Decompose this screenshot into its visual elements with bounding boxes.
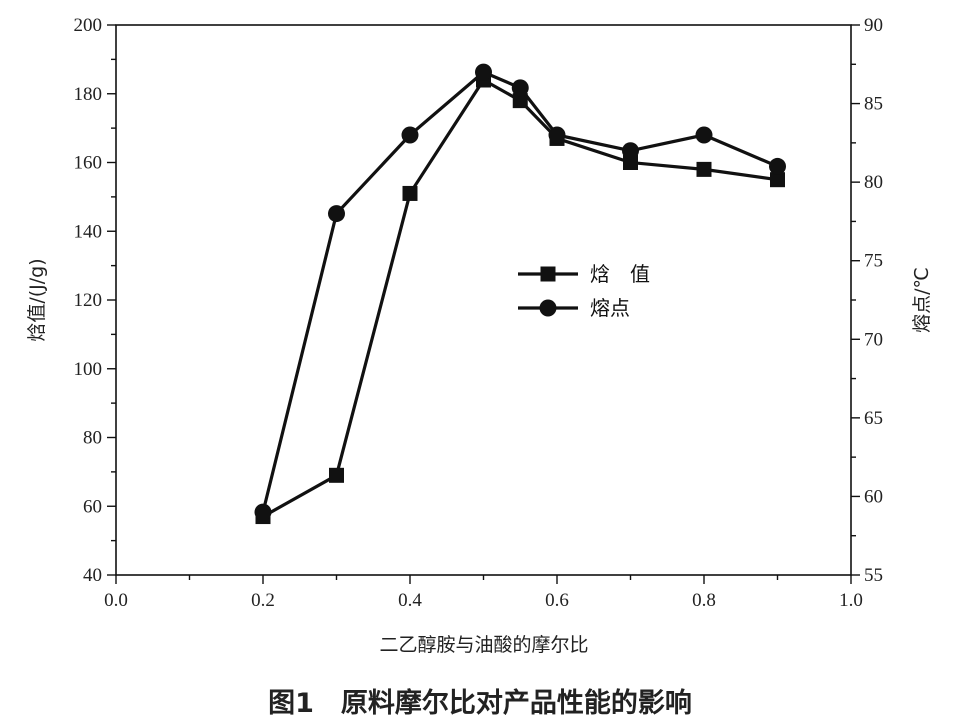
legend: 焓 值熔点 xyxy=(518,262,650,320)
series-layer xyxy=(254,63,786,525)
legend-melting-marker xyxy=(539,299,557,317)
y-right-tick-label: 80 xyxy=(864,172,883,193)
y-right-tick-label: 70 xyxy=(864,329,883,350)
melting-point-point xyxy=(548,126,566,144)
ticks-layer: 0.0 0.2 0.4 0.6 0.8 1.0 40 60 80 100 120 140 160 180 2… xyxy=(74,15,884,611)
melting-point-point xyxy=(769,157,786,175)
y-left-tick-label: 60 xyxy=(83,496,102,517)
melting-point-point xyxy=(511,79,529,97)
y-right-tick-label: 55 xyxy=(864,565,883,586)
plot-frame xyxy=(115,24,852,576)
enthalpy-point xyxy=(402,185,418,201)
y-left-tick-label: 120 xyxy=(74,290,103,311)
y-left-tick-label: 160 xyxy=(74,153,103,174)
y-right-tick-label: 90 xyxy=(864,15,883,36)
y-left-tick-label: 180 xyxy=(74,84,103,105)
x-axis-title: 二乙醇胺与油酸的摩尔比 xyxy=(379,634,588,656)
y-right-tick-label: 60 xyxy=(864,486,883,507)
melting-point-point xyxy=(254,503,272,521)
enthalpy-series-line xyxy=(262,78,778,518)
y-right-tick-label: 75 xyxy=(864,251,883,272)
y-left-tick-label: 100 xyxy=(74,359,103,380)
x-tick-label: 1.0 xyxy=(839,590,863,611)
y-left-tick-label: 40 xyxy=(83,565,102,586)
melting-point-point xyxy=(328,205,345,223)
y-left-tick-label: 80 xyxy=(83,428,102,449)
melting-point-point xyxy=(401,126,419,144)
enthalpy-point xyxy=(696,161,712,177)
enthalpy-point xyxy=(770,172,785,188)
legend-enthalpy-marker xyxy=(540,266,556,282)
y-right-tick-label: 85 xyxy=(864,94,883,115)
y-left-tick-label: 200 xyxy=(74,15,103,36)
figure-caption: 图1 原料摩尔比对产品性能的影响 xyxy=(268,687,692,719)
y-left-tick-label: 140 xyxy=(74,221,103,242)
y-axis-left-title: 焓值/(J/g) xyxy=(26,258,48,341)
x-tick-label: 0.0 xyxy=(104,590,128,611)
enthalpy-point xyxy=(512,93,528,109)
legend-melting-label: 熔点 xyxy=(590,296,630,320)
x-tick-label: 0.8 xyxy=(692,590,716,611)
y-axis-right-title: 熔点/℃ xyxy=(911,267,933,333)
melting-point-point xyxy=(475,63,492,81)
x-tick-label: 0.4 xyxy=(398,590,422,611)
enthalpy-point xyxy=(329,467,344,483)
plot-border xyxy=(115,24,852,576)
x-tick-label: 0.6 xyxy=(545,590,569,611)
enthalpy-point xyxy=(623,155,638,170)
melting-point-point xyxy=(622,142,639,160)
melting-point-point xyxy=(695,126,713,144)
legend-enthalpy-label: 焓 值 xyxy=(590,262,650,286)
x-tick-label: 0.2 xyxy=(251,590,275,611)
y-right-tick-label: 65 xyxy=(864,408,883,429)
